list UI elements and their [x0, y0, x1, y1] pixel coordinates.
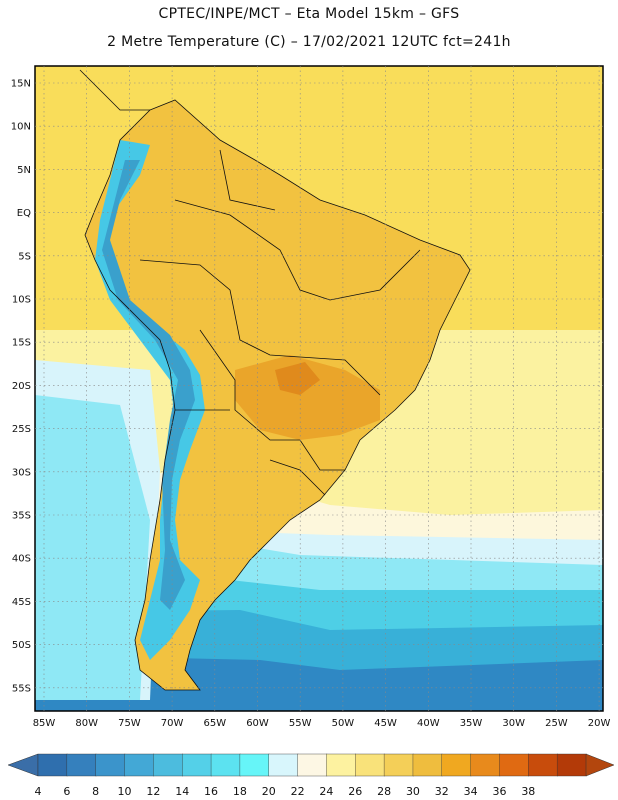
lat-label: 10S — [12, 295, 31, 306]
colorbar: 4 6 8 10 12 14 16 18 20 22 24 26 28 30 32 34 36 38 — [7, 753, 615, 798]
lon-label: 80W — [75, 718, 98, 729]
colorbar-tick-label: 24 — [319, 785, 333, 798]
chart-title-line1: CPTEC/INPE/MCT – Eta Model 15km – GFS — [158, 6, 460, 22]
lon-label: 45W — [374, 718, 397, 729]
colorbar-tick-label: 16 — [204, 785, 218, 798]
colorbar-swatch — [153, 753, 183, 777]
lon-label: 85W — [33, 718, 56, 729]
colorbar-swatch — [383, 753, 414, 777]
lat-label: 5N — [17, 165, 31, 176]
colorbar-tick-label: 10 — [118, 785, 132, 798]
colorbar-swatch — [326, 753, 356, 777]
lon-label: 35W — [460, 718, 483, 729]
lat-label: 50S — [12, 640, 31, 651]
colorbar-swatch — [124, 753, 155, 777]
lon-label: 50W — [332, 718, 355, 729]
lon-label: 75W — [118, 718, 141, 729]
colorbar-swatch — [499, 753, 530, 777]
colorbar-tick-label: 32 — [435, 785, 449, 798]
colorbar-tick-label: 38 — [521, 785, 535, 798]
lat-label: 40S — [12, 554, 31, 565]
colorbar-low-arrow — [7, 753, 39, 777]
colorbar-tick-label: 4 — [35, 785, 42, 798]
colorbar-swatch — [182, 753, 212, 777]
lon-label: 65W — [203, 718, 226, 729]
colorbar-tick-label: 26 — [348, 785, 362, 798]
colorbar-tick-label: 14 — [175, 785, 189, 798]
colorbar-tick-label: 20 — [262, 785, 276, 798]
colorbar-swatch — [66, 753, 97, 777]
latitude-labels: 15N 10N 5N EQ 5S 10S 15S 20S 25S 30S 35S 40S 45S 50S 5… — [11, 79, 31, 695]
colorbar-swatch — [528, 753, 558, 777]
colorbar-swatch — [37, 753, 68, 777]
lon-label: 25W — [545, 718, 568, 729]
lon-label: 55W — [289, 718, 312, 729]
colorbar-swatch — [297, 753, 328, 777]
lat-label: EQ — [17, 208, 31, 219]
lon-label: 40W — [417, 718, 440, 729]
lat-label: 15S — [12, 338, 31, 349]
lat-label: 35S — [12, 511, 31, 522]
lat-label: 30S — [12, 467, 31, 478]
lon-label: 60W — [246, 718, 269, 729]
country-borders — [79, 69, 471, 691]
interior-hotspot — [275, 362, 320, 395]
colorbar-swatch — [95, 753, 126, 777]
lat-label: 15N — [11, 79, 31, 90]
temperature-field — [35, 66, 603, 711]
colorbar-tick-label: 22 — [291, 785, 305, 798]
colorbar-high-arrow — [585, 753, 615, 777]
lat-label: 20S — [12, 381, 31, 392]
colorbar-swatch — [239, 753, 270, 777]
colorbar-tick-label: 30 — [406, 785, 420, 798]
colorbar-tick-label: 8 — [92, 785, 99, 798]
colorbar-tick-label: 34 — [464, 785, 478, 798]
lon-label: 20W — [588, 718, 611, 729]
colorbar-tick-label: 36 — [492, 785, 506, 798]
colorbar-swatch — [441, 753, 472, 777]
chart-title-line2: 2 Metre Temperature (C) – 17/02/2021 12U… — [107, 34, 511, 50]
colorbar-swatch — [556, 753, 587, 777]
colorbar-swatch — [268, 753, 299, 777]
colorbar-tick-label: 28 — [377, 785, 391, 798]
colorbar-swatch — [210, 753, 241, 777]
colorbar-swatch — [412, 753, 443, 777]
colorbar-tick-label: 12 — [146, 785, 160, 798]
graticule — [35, 66, 603, 711]
interior-warm-region — [235, 355, 380, 440]
lat-label: 5S — [18, 251, 31, 262]
colorbar-swatch — [470, 753, 501, 777]
lon-label: 70W — [161, 718, 184, 729]
lat-label: 25S — [12, 424, 31, 435]
lat-label: 10N — [11, 122, 31, 133]
lat-label: 55S — [12, 683, 31, 694]
pacific-cool-band-2 — [35, 395, 150, 700]
colorbar-tick-label: 18 — [233, 785, 247, 798]
lat-label: 45S — [12, 597, 31, 608]
longitude-labels: 85W 80W 75W 70W 65W 60W 55W 50W 45W 40W 35W 30W 25W 2… — [33, 718, 611, 729]
colorbar-tick-label: 6 — [63, 785, 70, 798]
map-frame — [34, 65, 604, 712]
colorbar-swatch — [355, 753, 385, 777]
lon-label: 30W — [502, 718, 525, 729]
